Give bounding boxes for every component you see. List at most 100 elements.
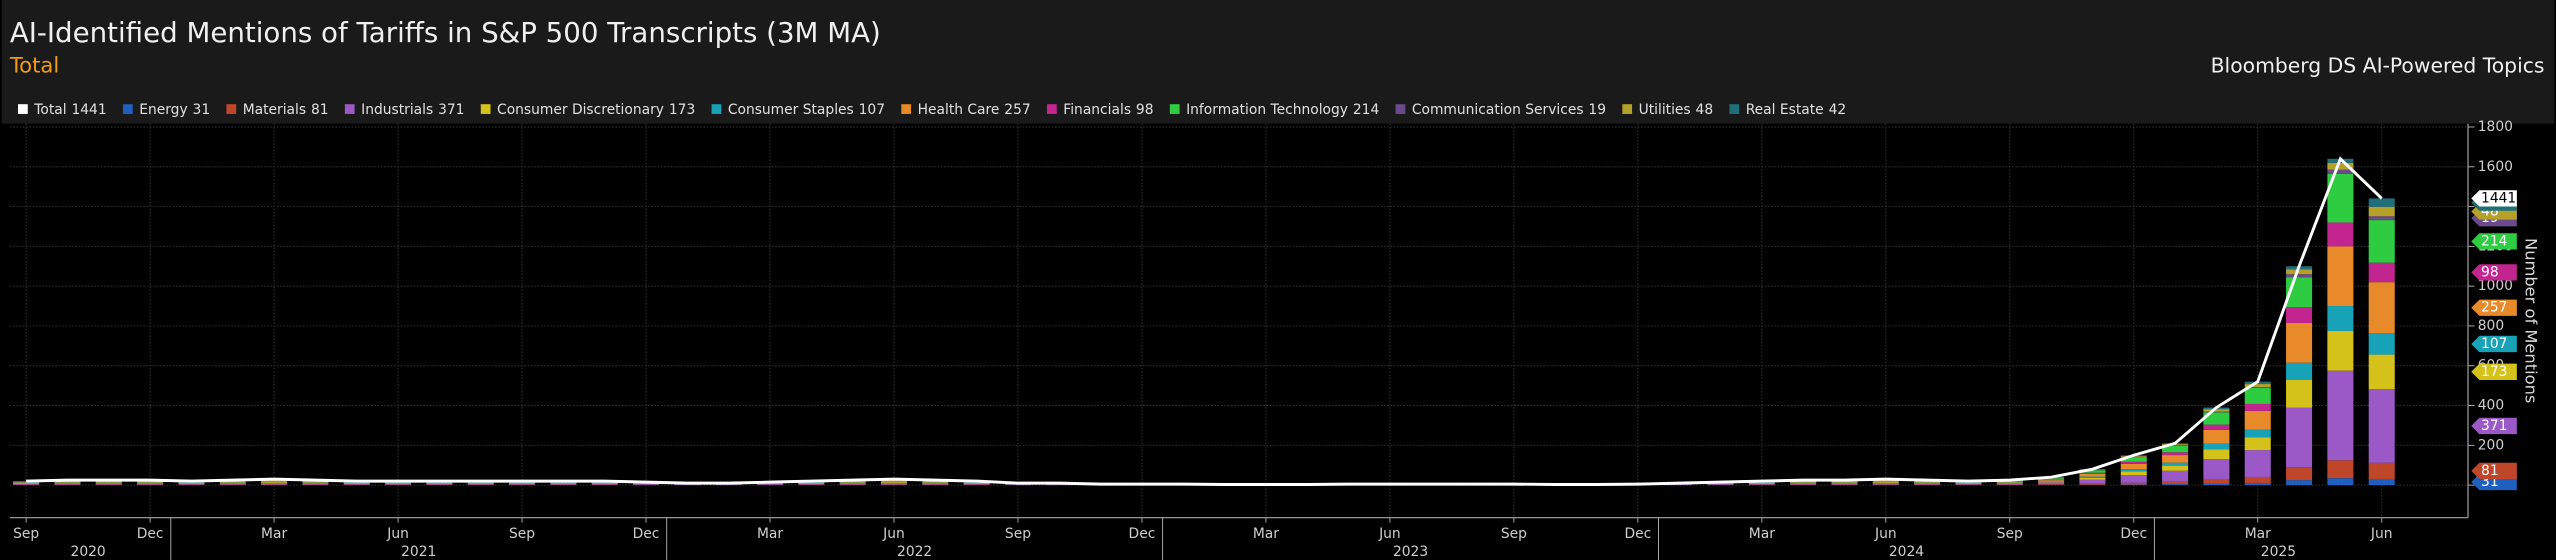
bar-segment [2162, 481, 2189, 485]
bar-segment [178, 483, 205, 485]
legend-label: Consumer Discretionary [497, 102, 664, 118]
bar-segment [2079, 479, 2106, 484]
bar-segment [2327, 222, 2354, 247]
bar-segment [2162, 484, 2189, 486]
bar-segment [550, 483, 577, 485]
legend-swatch [1395, 104, 1406, 114]
bar-segment [2368, 333, 2395, 355]
bar-segment [2120, 482, 2147, 485]
bar-segment [426, 482, 453, 484]
bar-segment [1955, 482, 1982, 484]
bar-segment [2120, 484, 2147, 486]
bar-segment [2244, 388, 2271, 404]
year-label: 2025 [2261, 544, 2296, 560]
bar-segment [922, 483, 949, 485]
bar-segment [1046, 484, 1073, 485]
bar-segment [95, 481, 122, 483]
bar-segment [2244, 482, 2271, 486]
bar-segment [2368, 462, 2395, 479]
bar-segment [385, 482, 412, 484]
x-tick-label: Mar [1253, 526, 1279, 542]
legend-label: Real Estate [1746, 102, 1824, 118]
bar-segment [219, 482, 246, 484]
year-label: 2022 [897, 544, 932, 560]
bar-segment [261, 483, 288, 485]
legend-value: 19 [1588, 102, 1606, 118]
bar-segment [1748, 483, 1775, 485]
bar-segment [1666, 484, 1693, 485]
legend-swatch [1729, 104, 1740, 114]
bar-segment [2038, 479, 2065, 481]
legend-swatch [1169, 104, 1180, 114]
x-tick-label: Sep [13, 526, 39, 542]
bar-segment [963, 482, 990, 484]
bar-segment [880, 480, 908, 482]
bar-segment [922, 482, 949, 484]
bar-segment [54, 482, 81, 484]
value-tag-label: 257 [2481, 300, 2507, 316]
legend-value: 98 [1136, 102, 1154, 118]
bar-segment [95, 482, 122, 484]
value-tag-label: 214 [2481, 233, 2508, 249]
bar-segment [54, 481, 81, 483]
value-tag-label: 98 [2481, 264, 2499, 280]
bar-segment [1872, 480, 1899, 482]
bar-segment [2203, 449, 2230, 460]
y-tick-label: 1000 [2478, 278, 2513, 294]
legend-value: 107 [859, 102, 885, 118]
bar-segment [13, 482, 40, 484]
bar-segment [880, 481, 908, 483]
legend-swatch [711, 104, 722, 114]
value-tag-label: 371 [2481, 418, 2507, 434]
legend-label: Health Care [918, 102, 1000, 118]
bar-segment [839, 483, 866, 485]
bar-segment [2244, 410, 2271, 430]
bar-segment [13, 483, 40, 485]
y-tick-label: 1800 [2478, 119, 2513, 135]
bar-segment [509, 483, 536, 485]
bar-segment [798, 482, 825, 484]
bar-segment [1831, 481, 1858, 483]
bar-segment [2038, 480, 2065, 482]
bar-segment [2162, 462, 2189, 466]
legend-label: Communication Services [1412, 102, 1584, 118]
x-tick-label: Mar [2245, 526, 2271, 542]
bar-segment [715, 484, 742, 485]
bar-segment [13, 481, 40, 483]
bar-segment [261, 481, 288, 483]
y-axis-label: Number of Mentions [2521, 238, 2540, 403]
bar-segment [2244, 387, 2271, 389]
legend-swatch [480, 104, 491, 114]
y-tick-label: 400 [2478, 398, 2504, 414]
bar-segment [2286, 407, 2313, 468]
legend-value: 1441 [71, 102, 106, 118]
value-tag [2471, 264, 2517, 281]
bar-segment [2203, 411, 2230, 413]
x-tick-label: Mar [757, 526, 783, 542]
bar-segment [2203, 429, 2230, 444]
bar-segment [178, 482, 205, 484]
bar-segment [2079, 483, 2106, 485]
value-tag-label: 173 [2481, 364, 2507, 380]
legend-value: 214 [1353, 102, 1380, 118]
bar-segment [2327, 246, 2354, 307]
legend-value: 173 [669, 102, 695, 118]
bar-segment [2079, 476, 2106, 478]
bar-segment [2244, 384, 2271, 388]
bar-segment [2368, 262, 2395, 283]
x-tick-label: Jun [1874, 526, 1897, 542]
legend-value: 257 [1004, 102, 1030, 118]
bar-segment [261, 482, 288, 484]
bar-segment [219, 483, 246, 485]
value-tag-label: 81 [2481, 463, 2499, 479]
bar-segment [591, 483, 618, 485]
bar-segment [2368, 282, 2395, 334]
bar-segment [54, 483, 81, 485]
bar-segment [2286, 274, 2313, 278]
bar-segment [2368, 206, 2395, 217]
value-tag [2471, 190, 2517, 207]
legend-swatch [226, 104, 237, 114]
bar-segment [1996, 482, 2023, 484]
legend-swatch [901, 104, 912, 114]
bar-segment [2286, 467, 2313, 481]
